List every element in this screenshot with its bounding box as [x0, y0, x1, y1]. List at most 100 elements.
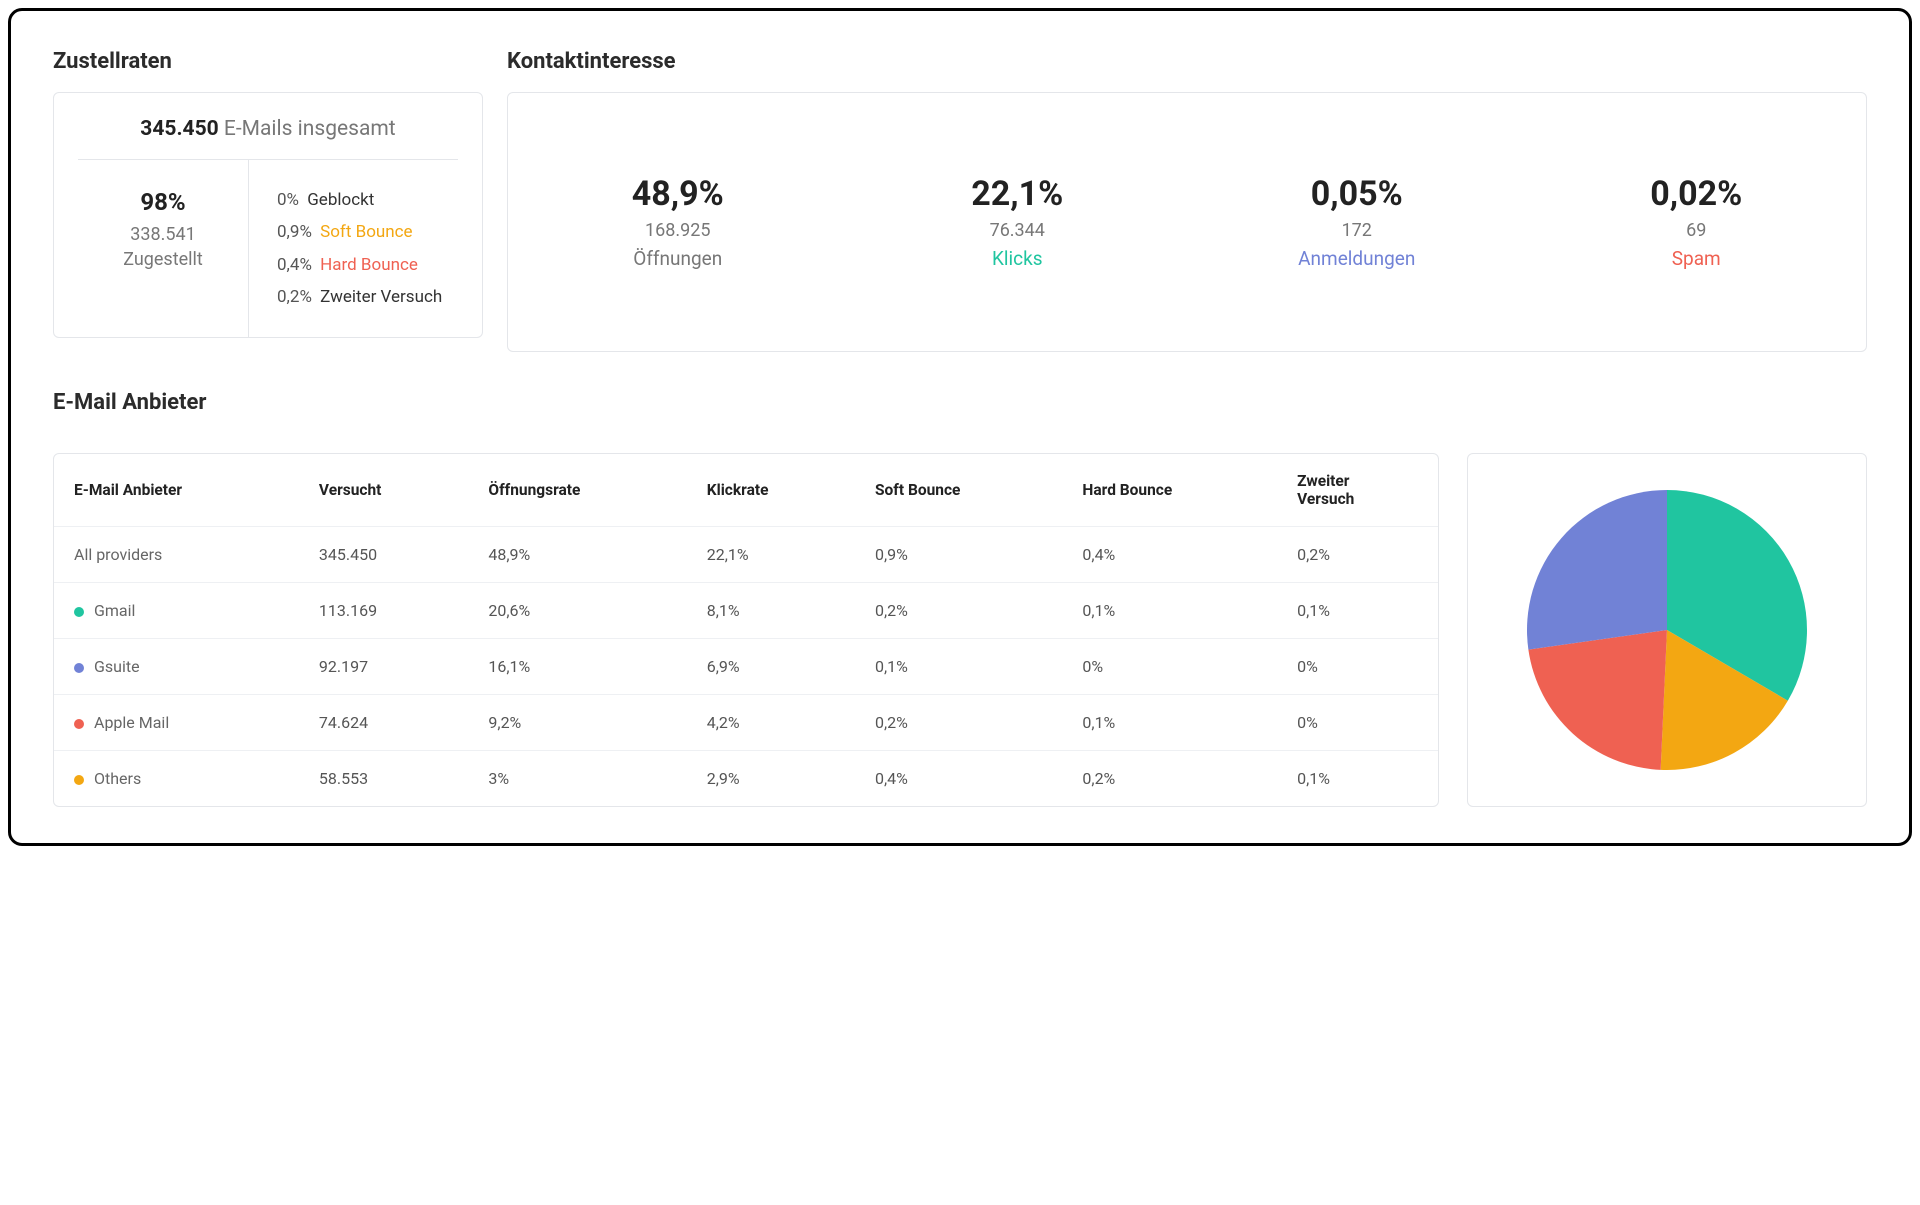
table-cell: 0% [1062, 639, 1277, 695]
table-row: All providers345.45048,9%22,1%0,9%0,4%0,… [54, 527, 1438, 583]
metric-count: 69 [1527, 220, 1867, 241]
table-cell: 2,9% [687, 751, 855, 807]
provider-cell: Others [54, 751, 299, 807]
providers-table: E-Mail AnbieterVersuchtÖffnungsrateKlick… [54, 454, 1438, 806]
interest-metric: 0,02%69Spam [1527, 93, 1867, 351]
breakdown-percent: 0,2% [277, 287, 312, 307]
delivery-section: Zustellraten 345.450 E-Mails insgesamt 9… [53, 49, 483, 352]
breakdown-percent: 0,9% [277, 222, 312, 242]
providers-table-card: E-Mail AnbieterVersuchtÖffnungsrateKlick… [53, 453, 1439, 807]
pie-slice [1528, 630, 1667, 770]
table-row: Apple Mail 74.6249,2%4,2%0,2%0,1%0% [54, 695, 1438, 751]
provider-dot-icon [74, 607, 84, 617]
breakdown-label: Hard Bounce [316, 255, 418, 275]
metric-count: 172 [1187, 220, 1527, 241]
table-header-cell: E-Mail Anbieter [54, 454, 299, 527]
table-cell: 113.169 [299, 583, 469, 639]
table-header-row: E-Mail AnbieterVersuchtÖffnungsrateKlick… [54, 454, 1438, 527]
providers-pie-card [1467, 453, 1867, 807]
breakdown-label: Geblockt [303, 190, 374, 210]
breakdown-row: 0,4% Hard Bounce [277, 249, 448, 281]
metric-label: Öffnungen [508, 247, 848, 270]
metric-label: Klicks [848, 247, 1188, 270]
table-cell: 0% [1277, 695, 1438, 751]
table-header-cell: Klickrate [687, 454, 855, 527]
delivered-percent: 98% [88, 188, 238, 216]
table-cell: 0,1% [1062, 583, 1277, 639]
breakdown-row: 0,9% Soft Bounce [277, 216, 448, 248]
interest-metric: 22,1% 76.344 Klicks [848, 93, 1188, 351]
interest-card: 48,9%168.925Öffnungen22,1%76.344Klicks0,… [507, 92, 1867, 352]
table-cell: 0,4% [855, 751, 1062, 807]
table-cell: 0,2% [855, 583, 1062, 639]
interest-section: Kontaktinteresse 48,9%168.925Öffnungen22… [507, 49, 1867, 352]
delivery-card: 345.450 E-Mails insgesamt 98% 338.541 Zu… [53, 92, 483, 338]
table-cell: 92.197 [299, 639, 469, 695]
table-cell: 0,2% [1277, 527, 1438, 583]
provider-cell: All providers [54, 527, 299, 583]
table-header-cell: Versucht [299, 454, 469, 527]
interest-metric: 48,9%168.925Öffnungen [508, 93, 848, 351]
metric-percent: 22,1% [848, 174, 1188, 214]
provider-name: Apple Mail [94, 713, 169, 732]
metric-count: 76.344 [848, 220, 1188, 241]
provider-dot-icon [74, 663, 84, 673]
table-header-cell: Soft Bounce [855, 454, 1062, 527]
providers-row: E-Mail AnbieterVersuchtÖffnungsrateKlick… [53, 453, 1867, 807]
table-cell: 0,1% [855, 639, 1062, 695]
table-row: Gsuite92.19716,1%6,9%0,1%0%0% [54, 639, 1438, 695]
delivery-title: Zustellraten [53, 49, 483, 74]
table-cell: 58.553 [299, 751, 469, 807]
breakdown-label: Soft Bounce [316, 222, 413, 242]
table-cell: 0,1% [1277, 751, 1438, 807]
table-cell: 9,2% [468, 695, 686, 751]
breakdown-percent: 0,4% [277, 255, 312, 275]
breakdown-label: Zweiter Versuch [316, 287, 442, 307]
breakdown-percent: 0% [277, 190, 299, 210]
table-cell: 20,6% [468, 583, 686, 639]
table-cell: 0,2% [855, 695, 1062, 751]
table-cell: 4,2% [687, 695, 855, 751]
providers-title: E-Mail Anbieter [53, 390, 1867, 415]
table-cell: 8,1% [687, 583, 855, 639]
table-row: Gmail113.16920,6%8,1%0,2%0,1%0,1% [54, 583, 1438, 639]
provider-cell: Gmail [54, 583, 299, 639]
dashboard-frame: Zustellraten 345.450 E-Mails insgesamt 9… [8, 8, 1912, 846]
table-cell: 0,1% [1277, 583, 1438, 639]
table-header-cell: Hard Bounce [1062, 454, 1277, 527]
delivery-total-label: E-Mails insgesamt [224, 117, 396, 141]
delivered-label: Zugestellt [88, 249, 238, 270]
table-cell: 48,9% [468, 527, 686, 583]
table-cell: 0,1% [1062, 695, 1277, 751]
table-cell: 74.624 [299, 695, 469, 751]
delivered-count: 338.541 [88, 224, 238, 245]
breakdown-row: 0,2% Zweiter Versuch [277, 281, 448, 313]
metric-label: Anmeldungen [1187, 247, 1527, 270]
table-cell: 0,4% [1062, 527, 1277, 583]
provider-cell: Gsuite [54, 639, 299, 695]
table-cell: 0,2% [1062, 751, 1277, 807]
providers-pie-chart [1517, 480, 1817, 780]
table-header-cell: ZweiterVersuch [1277, 454, 1438, 527]
delivery-split: 98% 338.541 Zugestellt 0% Geblockt0,9% S… [78, 159, 458, 337]
metric-percent: 0,02% [1527, 174, 1867, 214]
table-cell: 0,9% [855, 527, 1062, 583]
table-cell: 3% [468, 751, 686, 807]
delivery-total: 345.450 E-Mails insgesamt [54, 93, 482, 151]
delivery-total-count: 345.450 [140, 117, 218, 141]
provider-name: Gmail [94, 601, 135, 620]
table-cell: 6,9% [687, 639, 855, 695]
interest-title: Kontaktinteresse [507, 49, 1867, 74]
delivery-delivered: 98% 338.541 Zugestellt [78, 160, 249, 337]
breakdown-row: 0% Geblockt [277, 184, 448, 216]
table-header-cell: Öffnungsrate [468, 454, 686, 527]
interest-metric: 0,05% 172 Anmeldungen [1187, 93, 1527, 351]
metric-percent: 0,05% [1187, 174, 1527, 214]
table-row: Others 58.5533%2,9%0,4%0,2%0,1% [54, 751, 1438, 807]
metric-percent: 48,9% [508, 174, 848, 214]
table-cell: 22,1% [687, 527, 855, 583]
provider-name: Others [94, 769, 141, 788]
provider-name: All providers [74, 545, 162, 564]
top-row: Zustellraten 345.450 E-Mails insgesamt 9… [53, 49, 1867, 352]
table-body: All providers345.45048,9%22,1%0,9%0,4%0,… [54, 527, 1438, 807]
